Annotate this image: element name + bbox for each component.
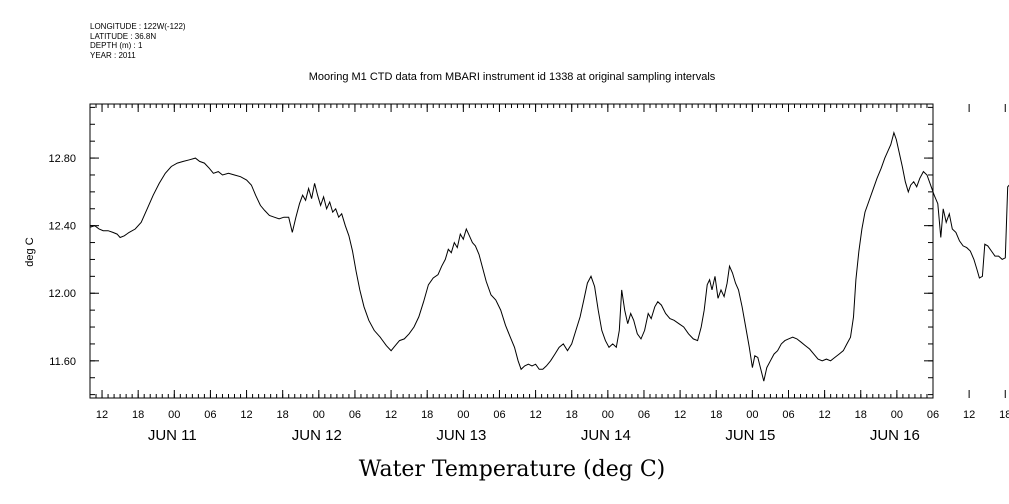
x-tick-label: 12 xyxy=(963,409,975,421)
x-tick-label: 12 xyxy=(96,409,108,421)
x-tick-label: 18 xyxy=(999,409,1009,421)
depth-text: DEPTH (m) : 1 xyxy=(90,41,143,50)
y-tick-label: 12.00 xyxy=(48,288,76,300)
x-date-label: JUN 13 xyxy=(436,427,486,444)
x-tick-label: 12 xyxy=(674,409,686,421)
x-date-label: JUN 15 xyxy=(725,427,775,444)
x-tick-label: 18 xyxy=(421,409,433,421)
x-tick-label: 00 xyxy=(457,409,469,421)
x-date-label: JUN 11 xyxy=(148,427,197,444)
x-tick-label: 06 xyxy=(782,409,794,421)
longitude-text: LONGITUDE : 122W(-122) xyxy=(90,22,186,31)
axis-labels: 12 18 00 06 12 18 00 06 12 18 00 06 12 18 00 06 12 18 00 06… xyxy=(48,153,1009,444)
x-tick-label: 06 xyxy=(349,409,361,421)
station-info: LONGITUDE : 122W(-122) LATITUDE : 36.8N … xyxy=(90,22,186,60)
x-tick-label: 18 xyxy=(710,409,722,421)
x-date-label: JUN 16 xyxy=(870,427,920,444)
x-tick-label: 18 xyxy=(277,409,289,421)
x-tick-label: 00 xyxy=(602,409,614,421)
x-tick-label: 12 xyxy=(240,409,252,421)
x-tick-label: 00 xyxy=(168,409,180,421)
x-tick-label: 12 xyxy=(385,409,397,421)
x-date-label: JUN 12 xyxy=(292,427,342,444)
x-tick-label: 06 xyxy=(493,409,505,421)
y-tick-label: 11.60 xyxy=(49,356,76,368)
x-tick-label: 18 xyxy=(132,409,144,421)
tick-marks xyxy=(89,104,1006,398)
latitude-text: LATITUDE : 36.8N xyxy=(90,31,157,41)
x-tick-label: 00 xyxy=(746,409,758,421)
x-tick-label: 06 xyxy=(638,409,650,421)
year-text: YEAR : 2011 xyxy=(90,50,136,60)
x-tick-label: 06 xyxy=(204,409,216,421)
temperature-series-line xyxy=(89,130,1009,382)
x-tick-label: 18 xyxy=(566,409,578,421)
y-tick-label: 12.80 xyxy=(48,153,76,165)
x-tick-label: 18 xyxy=(855,409,867,421)
x-tick-label: 00 xyxy=(313,409,325,421)
x-tick-label: 12 xyxy=(529,409,541,421)
x-axis-title: Water Temperature (deg C) xyxy=(359,457,666,482)
x-tick-label: 12 xyxy=(818,409,830,421)
x-date-label: JUN 14 xyxy=(581,427,631,444)
chart-title: Mooring M1 CTD data from MBARI instrumen… xyxy=(309,71,716,83)
x-tick-label: 06 xyxy=(927,409,939,421)
y-tick-label: 12.40 xyxy=(48,221,76,233)
y-axis-label: deg C xyxy=(24,237,36,266)
plot-frame xyxy=(89,103,934,399)
x-tick-label: 00 xyxy=(891,409,903,421)
